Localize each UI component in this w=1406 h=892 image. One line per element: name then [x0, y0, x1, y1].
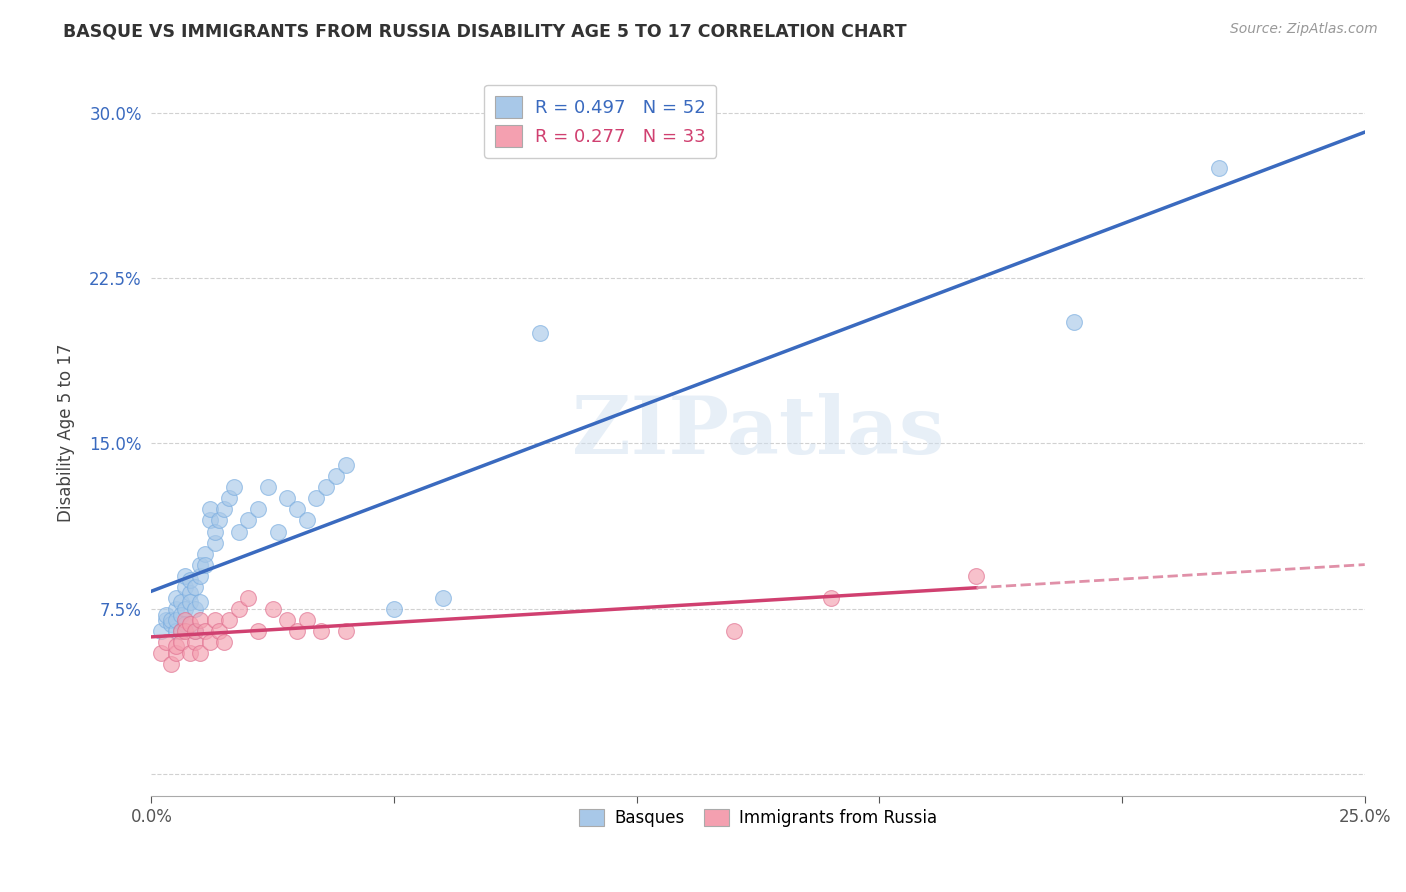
Point	[723, 624, 745, 638]
Point	[179, 586, 201, 600]
Point	[169, 595, 191, 609]
Point	[174, 613, 197, 627]
Point	[212, 634, 235, 648]
Point	[165, 601, 187, 615]
Point	[150, 646, 173, 660]
Point	[194, 547, 217, 561]
Point	[820, 591, 842, 605]
Point	[315, 480, 337, 494]
Point	[165, 639, 187, 653]
Point	[174, 601, 197, 615]
Text: BASQUE VS IMMIGRANTS FROM RUSSIA DISABILITY AGE 5 TO 17 CORRELATION CHART: BASQUE VS IMMIGRANTS FROM RUSSIA DISABIL…	[63, 22, 907, 40]
Legend: Basques, Immigrants from Russia: Basques, Immigrants from Russia	[571, 800, 946, 835]
Point	[276, 613, 298, 627]
Point	[382, 601, 405, 615]
Point	[247, 502, 270, 516]
Point	[188, 558, 211, 572]
Point	[238, 591, 260, 605]
Y-axis label: Disability Age 5 to 17: Disability Age 5 to 17	[58, 343, 75, 522]
Point	[184, 601, 207, 615]
Point	[198, 514, 221, 528]
Point	[1208, 161, 1230, 175]
Point	[285, 624, 308, 638]
Point	[169, 624, 191, 638]
Point	[188, 613, 211, 627]
Point	[247, 624, 270, 638]
Point	[325, 469, 347, 483]
Point	[194, 558, 217, 572]
Point	[204, 535, 226, 549]
Point	[208, 514, 231, 528]
Point	[169, 634, 191, 648]
Point	[285, 502, 308, 516]
Point	[188, 646, 211, 660]
Point	[179, 595, 201, 609]
Point	[222, 480, 245, 494]
Point	[204, 613, 226, 627]
Point	[238, 514, 260, 528]
Point	[276, 491, 298, 506]
Point	[266, 524, 288, 539]
Point	[160, 617, 183, 632]
Point	[174, 624, 197, 638]
Point	[184, 580, 207, 594]
Point	[169, 624, 191, 638]
Point	[155, 613, 177, 627]
Point	[169, 608, 191, 623]
Point	[311, 624, 333, 638]
Point	[194, 624, 217, 638]
Point	[295, 613, 318, 627]
Point	[218, 491, 240, 506]
Point	[174, 580, 197, 594]
Point	[218, 613, 240, 627]
Point	[295, 514, 318, 528]
Point	[432, 591, 454, 605]
Point	[305, 491, 328, 506]
Point	[184, 624, 207, 638]
Point	[174, 568, 197, 582]
Point	[335, 624, 357, 638]
Point	[198, 502, 221, 516]
Point	[228, 601, 250, 615]
Point	[966, 568, 988, 582]
Point	[155, 608, 177, 623]
Point	[179, 573, 201, 587]
Point	[212, 502, 235, 516]
Point	[198, 634, 221, 648]
Point	[262, 601, 284, 615]
Point	[188, 595, 211, 609]
Text: ZIPatlas: ZIPatlas	[572, 393, 945, 471]
Point	[188, 568, 211, 582]
Point	[179, 617, 201, 632]
Point	[160, 657, 183, 671]
Point	[174, 617, 197, 632]
Point	[184, 624, 207, 638]
Point	[184, 634, 207, 648]
Point	[160, 613, 183, 627]
Point	[335, 458, 357, 473]
Point	[165, 591, 187, 605]
Point	[165, 646, 187, 660]
Point	[257, 480, 280, 494]
Point	[179, 646, 201, 660]
Point	[529, 326, 551, 340]
Point	[228, 524, 250, 539]
Point	[204, 524, 226, 539]
Point	[208, 624, 231, 638]
Point	[150, 624, 173, 638]
Point	[165, 613, 187, 627]
Point	[1063, 315, 1085, 329]
Point	[165, 624, 187, 638]
Text: Source: ZipAtlas.com: Source: ZipAtlas.com	[1230, 22, 1378, 37]
Point	[155, 634, 177, 648]
